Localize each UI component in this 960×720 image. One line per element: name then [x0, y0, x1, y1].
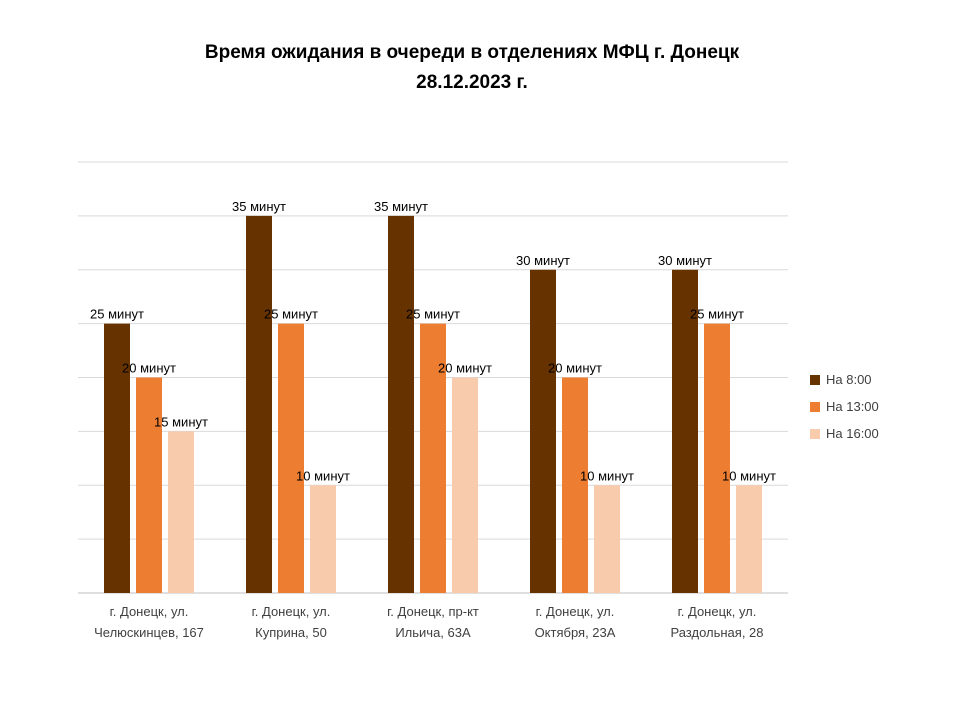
data-label: 25 минут — [264, 307, 318, 322]
data-label: 35 минут — [374, 199, 428, 214]
bar — [278, 323, 304, 593]
category-label: Ильича, 63А — [395, 625, 471, 640]
chart-title: Время ожидания в очереди в отделениях МФ… — [0, 38, 944, 98]
legend-item-8: На 8:00 — [810, 366, 879, 393]
bar — [562, 377, 588, 593]
data-label: 30 минут — [516, 253, 570, 268]
legend-label-13: На 13:00 — [826, 399, 879, 414]
bar — [452, 377, 478, 593]
data-label: 10 минут — [722, 468, 776, 483]
category-label: г. Донецк, ул. — [536, 604, 615, 619]
bar — [736, 485, 762, 593]
legend-swatch-13 — [810, 401, 820, 412]
data-label: 10 минут — [296, 468, 350, 483]
data-label: 25 минут — [90, 307, 144, 322]
category-label: г. Донецк, ул. — [252, 604, 331, 619]
legend-item-13: На 13:00 — [810, 393, 879, 420]
category-label: Куприна, 50 — [255, 625, 327, 640]
bar — [672, 269, 698, 593]
bar — [136, 377, 162, 593]
bar — [420, 323, 446, 593]
category-label: Октября, 23А — [535, 625, 616, 640]
data-label: 20 минут — [438, 361, 492, 376]
category-label: г. Донецк, пр-кт — [387, 604, 479, 619]
data-label: 30 минут — [658, 253, 712, 268]
data-label: 10 минут — [580, 468, 634, 483]
bar — [704, 323, 730, 593]
legend-item-16: На 16:00 — [810, 420, 879, 447]
category-label: г. Донецк, ул. — [110, 604, 189, 619]
legend-swatch-8 — [810, 374, 820, 385]
data-label: 20 минут — [548, 361, 602, 376]
data-label: 15 минут — [154, 414, 208, 429]
chart-title-line2: 28.12.2023 г. — [416, 72, 528, 93]
data-label: 25 минут — [406, 307, 460, 322]
legend-swatch-16 — [810, 428, 820, 439]
data-label: 35 минут — [232, 199, 286, 214]
bar — [530, 269, 556, 593]
bar — [168, 431, 194, 593]
category-label: Челюскинцев, 167 — [94, 625, 204, 640]
bar — [310, 485, 336, 593]
data-label: 20 минут — [122, 361, 176, 376]
bar — [246, 215, 272, 593]
data-label: 25 минут — [690, 307, 744, 322]
chart-title-line1: Время ожидания в очереди в отделениях МФ… — [204, 42, 740, 63]
legend-label-16: На 16:00 — [826, 426, 879, 441]
bar — [594, 485, 620, 593]
legend: На 8:00 На 13:00 На 16:00 — [810, 366, 879, 447]
category-label: Раздольная, 28 — [670, 625, 763, 640]
legend-label-8: На 8:00 — [826, 372, 872, 387]
bar — [104, 323, 130, 593]
category-label: г. Донецк, ул. — [678, 604, 757, 619]
bar — [388, 215, 414, 593]
